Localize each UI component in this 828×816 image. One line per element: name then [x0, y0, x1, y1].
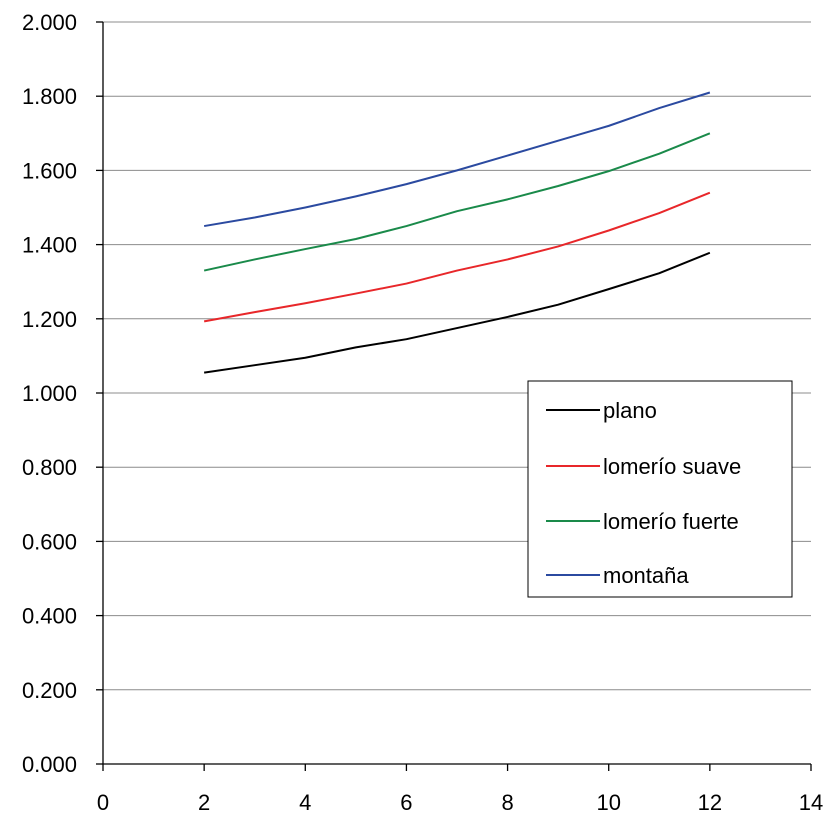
legend-label: montaña	[603, 563, 689, 588]
y-tick-label: 0.200	[22, 678, 77, 703]
legend-label: plano	[603, 398, 657, 423]
series-line-2	[204, 133, 710, 270]
y-tick-label: 1.200	[22, 307, 77, 332]
legend-label: lomerío fuerte	[603, 509, 739, 534]
x-tick-label: 6	[400, 790, 412, 815]
series-line-3	[204, 92, 710, 226]
y-tick-label: 1.400	[22, 233, 77, 258]
x-tick-label: 0	[97, 790, 109, 815]
x-tick-label: 10	[596, 790, 620, 815]
y-tick-label: 1.000	[22, 381, 77, 406]
y-tick-label: 0.000	[22, 752, 77, 777]
y-tick-label: 1.800	[22, 84, 77, 109]
x-tick-label: 4	[299, 790, 311, 815]
y-tick-label: 0.400	[22, 604, 77, 629]
x-tick-label: 2	[198, 790, 210, 815]
y-tick-label: 0.800	[22, 455, 77, 480]
legend: plano lomerío suave lomerío fuerte montaña	[528, 381, 792, 597]
x-tick-label: 14	[799, 790, 823, 815]
series-lines	[204, 92, 710, 372]
y-tick-label: 1.600	[22, 158, 77, 183]
y-tick-label: 0.600	[22, 529, 77, 554]
x-tick-label: 8	[501, 790, 513, 815]
x-tick-label: 12	[698, 790, 722, 815]
y-tick-label: 2.000	[22, 10, 77, 35]
legend-label: lomerío suave	[603, 454, 741, 479]
